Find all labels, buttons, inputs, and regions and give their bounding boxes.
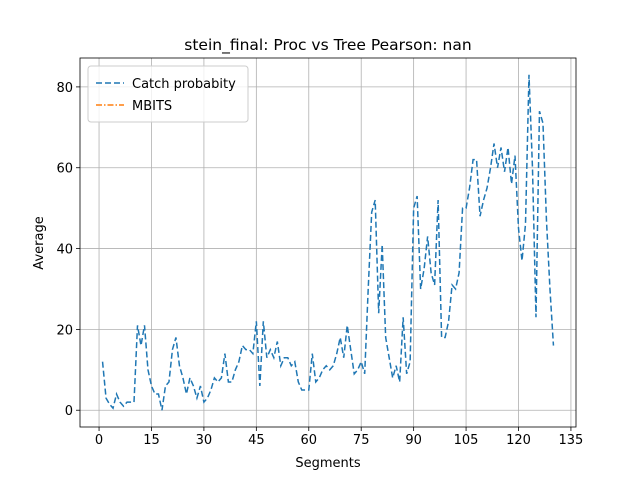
y-tick-label: 60 <box>56 162 73 177</box>
x-tick-label: 90 <box>405 433 422 448</box>
x-tick-label: 105 <box>454 433 479 448</box>
y-tick-label: 0 <box>65 404 73 419</box>
chart-title: stein_final: Proc vs Tree Pearson: nan <box>184 36 471 55</box>
y-axis-label: Average <box>32 216 47 269</box>
x-tick-label: 75 <box>353 433 370 448</box>
x-tick-label: 15 <box>143 433 160 448</box>
x-tick-label: 30 <box>196 433 213 448</box>
x-tick-label: 135 <box>559 433 584 448</box>
x-tick-label: 120 <box>506 433 531 448</box>
y-tick-label: 40 <box>56 243 73 258</box>
data-line <box>101 74 555 411</box>
x-axis-label: Segments <box>295 456 361 471</box>
y-tick-label: 20 <box>56 323 73 338</box>
x-tick-label: 45 <box>248 433 265 448</box>
x-tick-label: 60 <box>301 433 318 448</box>
legend-label: Catch probabity <box>132 77 236 92</box>
legend-label: MBITS <box>132 99 172 114</box>
x-tick-label: 0 <box>95 433 103 448</box>
y-tick-label: 80 <box>56 81 73 96</box>
plot-frame <box>79 57 577 428</box>
legend-box <box>87 65 249 123</box>
